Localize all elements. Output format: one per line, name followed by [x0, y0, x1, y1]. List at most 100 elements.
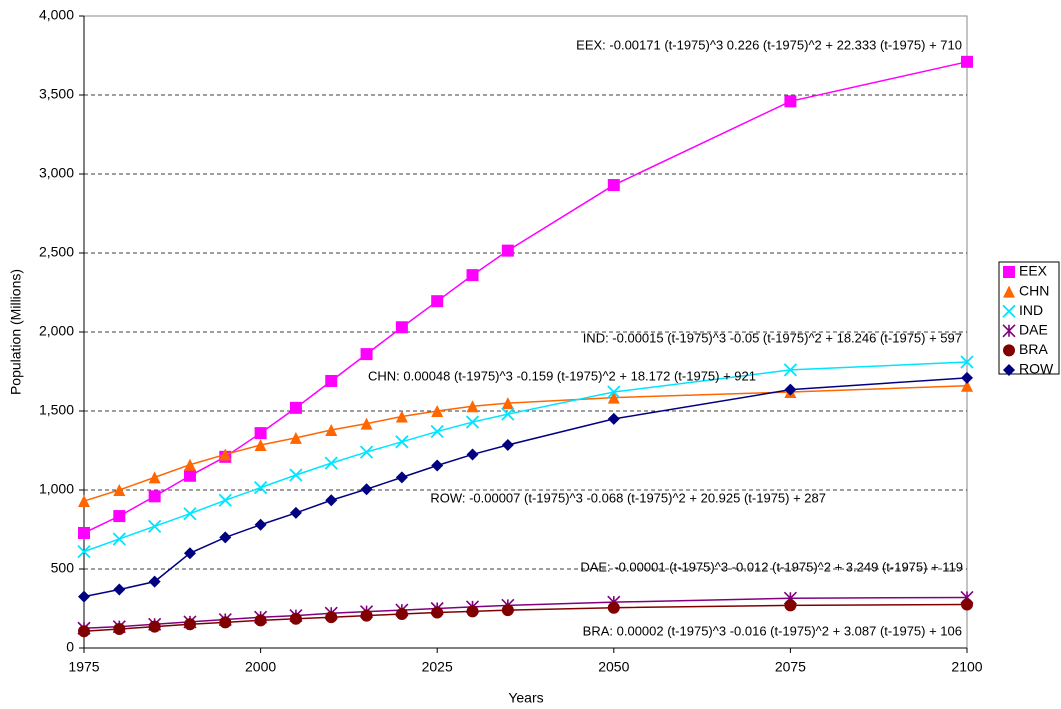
legend-marker	[1003, 266, 1015, 278]
data-point	[183, 547, 196, 560]
y-tick-label: 3,500	[39, 86, 74, 102]
data-point	[395, 435, 409, 449]
data-point	[113, 623, 126, 636]
series-line	[83, 384, 968, 502]
data-point	[501, 407, 515, 421]
legend-label: ROW	[1019, 361, 1054, 377]
data-point	[359, 445, 374, 459]
data-point	[360, 609, 373, 622]
trendline-equation: DAE: -0.00001 (t-1975)^3 -0.012 (t-1975)…	[580, 559, 963, 574]
data-point	[431, 405, 444, 417]
data-point	[501, 397, 514, 410]
x-tick-label: 2000	[245, 659, 276, 675]
data-point	[289, 468, 303, 482]
data-point	[784, 599, 797, 612]
legend	[998, 261, 1060, 375]
legend-marker	[1003, 344, 1015, 357]
data-point	[431, 295, 444, 308]
data-point	[183, 458, 196, 471]
data-point	[183, 618, 196, 631]
data-point	[148, 620, 161, 633]
data-point	[148, 575, 161, 588]
data-point	[961, 55, 973, 68]
data-point	[501, 604, 514, 617]
y-tick-label: 1,500	[39, 402, 74, 418]
legend-label: EEX	[1019, 263, 1048, 279]
data-point	[183, 507, 197, 521]
y-tick-label: 3,000	[39, 165, 74, 181]
data-point	[219, 448, 232, 461]
data-point	[466, 605, 479, 618]
data-point	[324, 456, 338, 470]
data-point	[360, 417, 373, 430]
data-point	[253, 480, 268, 495]
data-point	[254, 427, 267, 440]
data-point	[289, 506, 302, 519]
data-point	[465, 415, 480, 429]
data-point	[289, 401, 302, 414]
data-point	[254, 614, 267, 627]
data-point	[395, 471, 408, 484]
data-point	[961, 379, 973, 392]
data-point	[325, 423, 338, 436]
y-axis-title: Population (Millions)	[8, 269, 24, 395]
data-point	[78, 590, 90, 603]
data-point	[148, 519, 162, 533]
legend-marker	[1002, 304, 1016, 318]
trendline-equation: BRA: 0.00002 (t-1975)^3 -0.016 (t-1975)^…	[583, 623, 962, 638]
data-point	[960, 355, 974, 369]
data-point	[254, 518, 267, 531]
data-point	[113, 484, 126, 496]
legend-marker	[1003, 364, 1015, 376]
legend-marker	[1003, 285, 1015, 298]
series-line	[83, 61, 968, 534]
data-point	[466, 400, 479, 413]
x-tick-label: 2050	[598, 659, 629, 675]
data-point	[112, 532, 126, 546]
data-point	[430, 424, 444, 439]
legend-label: IND	[1019, 302, 1043, 318]
x-tick-label: 2075	[775, 659, 806, 675]
data-point	[254, 438, 267, 451]
data-point	[783, 363, 798, 377]
data-point	[501, 438, 514, 451]
legend-label: CHN	[1019, 282, 1049, 298]
data-point	[113, 510, 126, 523]
data-point	[360, 483, 373, 496]
data-point	[395, 608, 408, 621]
data-point	[431, 606, 444, 619]
data-point	[431, 459, 444, 472]
series-line	[83, 603, 968, 633]
data-point	[466, 448, 479, 461]
legend-label: BRA	[1019, 341, 1048, 357]
x-tick-label: 2100	[951, 659, 982, 675]
data-point	[395, 321, 408, 334]
data-point	[78, 495, 90, 508]
y-tick-label: 2,500	[39, 244, 74, 260]
data-point	[607, 412, 620, 425]
data-point	[289, 431, 302, 444]
data-point	[78, 625, 90, 638]
data-point	[78, 526, 90, 539]
series-line	[83, 361, 968, 553]
y-tick-label: 0	[66, 639, 74, 655]
data-point	[607, 179, 620, 192]
data-point	[360, 348, 373, 361]
data-point	[784, 95, 797, 108]
data-point	[325, 494, 338, 507]
data-point	[289, 612, 302, 625]
series-line	[83, 596, 968, 629]
data-point	[325, 374, 338, 387]
x-tick-label: 2025	[422, 659, 453, 675]
data-point	[607, 391, 620, 404]
data-point	[607, 385, 621, 399]
data-point	[961, 598, 973, 611]
data-point	[607, 601, 620, 614]
data-point	[148, 490, 161, 503]
data-point	[501, 244, 514, 257]
y-tick-label: 4,000	[39, 7, 74, 23]
x-axis-title: Years	[508, 690, 543, 706]
data-point	[395, 410, 408, 423]
y-tick-label: 1,000	[39, 481, 74, 497]
